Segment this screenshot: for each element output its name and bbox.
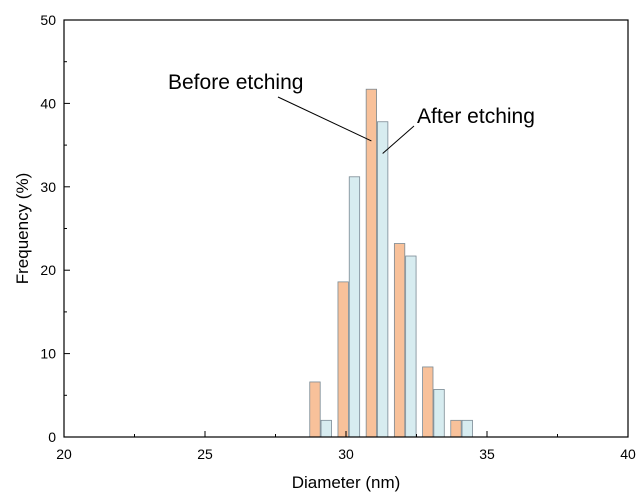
x-axis-title: Diameter (nm)	[292, 473, 401, 492]
x-tick-label: 40	[620, 446, 636, 462]
bar-before-4	[422, 366, 434, 438]
annotation-before-leader	[277, 96, 372, 142]
annotations-layer: Before etching After etching	[168, 71, 535, 154]
bar-after-5	[461, 419, 473, 438]
y-axis-ticks: 0 10 20 30 40 50	[40, 12, 70, 445]
bar-before-2	[365, 88, 377, 438]
bar-after-1	[348, 176, 361, 438]
bar-after-0	[320, 419, 332, 438]
x-tick-label: 30	[338, 446, 354, 462]
bar-after-4	[433, 389, 445, 438]
annotation-before-etching: Before etching	[168, 71, 303, 94]
y-axis-title: Frequency (%)	[13, 173, 32, 284]
bar-before-1	[337, 281, 349, 438]
bar-after-3	[405, 255, 417, 438]
y-tick-label: 50	[40, 12, 56, 28]
x-axis-ticks: 20 25 30 35 40	[56, 431, 636, 462]
bars-layer	[309, 88, 473, 438]
annotation-after-leader	[382, 125, 415, 154]
y-tick-label: 20	[40, 262, 56, 278]
x-tick-label: 35	[479, 446, 495, 462]
y-tick-label: 30	[40, 179, 56, 195]
y-tick-label: 0	[48, 429, 56, 445]
x-tick-label: 25	[197, 446, 213, 462]
annotation-after-etching: After etching	[417, 105, 535, 128]
bar-after-2	[377, 121, 389, 438]
y-tick-label: 40	[40, 95, 56, 111]
bar-before-0	[309, 381, 321, 438]
bar-before-5	[450, 419, 462, 438]
x-tick-label: 20	[56, 446, 72, 462]
bar-before-3	[393, 243, 406, 438]
y-tick-label: 10	[40, 346, 56, 362]
